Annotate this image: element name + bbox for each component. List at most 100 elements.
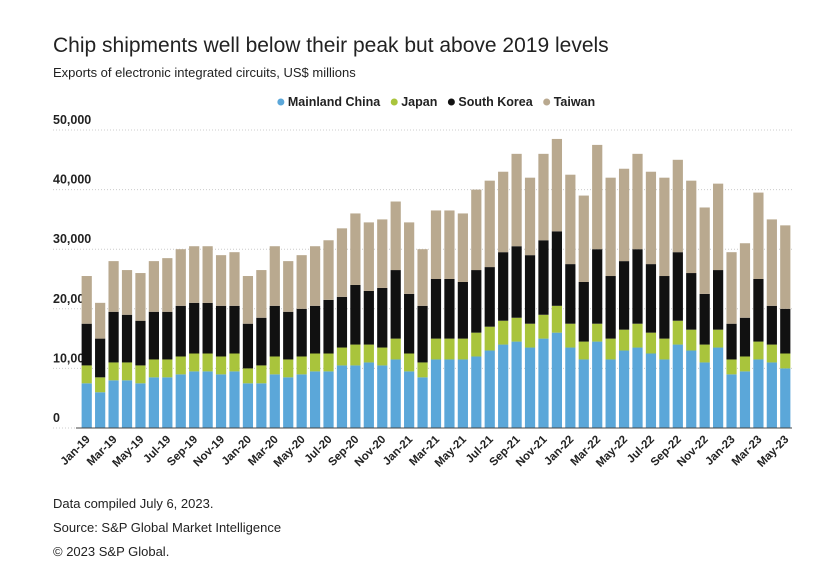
bar-segment [713,270,724,330]
bar-segment [538,240,549,315]
bar-segment [659,276,670,339]
bar-segment [457,338,468,360]
bar-segment [713,329,724,348]
bar-segment [148,377,159,428]
bar-segment [135,273,146,321]
bar-segment [256,365,267,384]
bar-segment [766,305,777,345]
legend: Mainland China Japan South Korea Taiwan [277,95,595,109]
bar-segment [377,347,388,366]
bar-segment [135,320,146,366]
bar-segment [659,177,670,277]
bar-segment [484,180,495,268]
bar-segment [618,329,630,351]
bar-segment [565,347,576,428]
bar-segment [121,380,133,428]
bar-segment [229,371,240,428]
bar-segment [175,356,186,375]
bar-segment [377,365,388,428]
bar-segment [215,374,227,428]
bar-segment [283,311,294,360]
bar-segment [672,159,683,253]
bar-segment [350,213,361,285]
bar-segment [404,222,415,294]
bar-segment [753,341,764,360]
bar-segment [417,249,428,306]
bar-segment [444,359,455,428]
bar-segment [350,344,361,366]
bar-segment [175,249,186,306]
bar-segment [81,323,92,366]
bar-segment [269,374,280,428]
bar-segment [148,261,159,312]
bar-segment [175,305,186,357]
bar-segment [457,281,468,339]
bar-segment [645,171,657,265]
x-tick-label: Nov-21 [514,433,550,469]
bar-segment [390,270,401,339]
bar-segment [713,183,724,271]
bar-segment [377,287,388,348]
bar-segment [605,359,616,428]
bar-segment [283,261,294,312]
bar-segment [632,347,643,428]
bar-segment [202,302,213,354]
bar-segment [430,279,442,339]
bar-segment [108,362,119,381]
bar-segment [363,222,374,291]
bar-segment [162,359,173,378]
y-tick-label: 40,000 [53,173,91,187]
bar-segment [592,323,603,342]
bar-segment [498,171,509,253]
bar-segment [471,332,482,357]
bar-segment [229,252,240,306]
bar-segment [444,338,455,360]
bar-segment [121,362,133,381]
bar-segment [336,365,348,428]
legend-label: South Korea [458,95,533,109]
bar-segment [309,305,321,354]
bar-segment [672,320,683,345]
bar-segment [713,347,724,428]
bar-segment [726,252,737,324]
bar-segment [377,219,388,288]
bar-segment [336,228,348,297]
bar-segment [780,308,791,354]
bar-segment [484,326,495,351]
legend-marker [543,98,551,106]
bar-segment [121,270,133,315]
bar-segment [363,362,374,428]
bar-segment [162,377,173,428]
bar-segment [309,353,321,372]
bar-segment [565,174,576,265]
bar-segment [430,338,442,360]
y-tick-label: 30,000 [53,232,91,246]
bar-segment [618,261,630,330]
bar-segment [699,362,710,428]
legend-label: Taiwan [554,95,595,109]
bar-segment [81,383,92,428]
bar-segment [672,344,683,428]
bar-segment [229,353,240,372]
bar-segment [551,138,563,232]
bar-segment [672,252,683,321]
bar-segment [404,371,415,428]
bar-segment [242,368,254,384]
bar-segment [309,246,321,306]
bar-segment [390,201,401,271]
bar-segment [135,383,146,428]
bar-segment [256,270,267,318]
bar-segment [524,347,536,428]
bar-segment [189,371,200,428]
bar-segment [699,344,710,363]
bar-segment [524,255,536,324]
bar-segment [457,359,468,428]
bar-segment [766,362,777,428]
bar-segment [618,350,630,428]
bar-segment [323,371,334,428]
bar-segment [108,311,119,363]
bar-segment [296,308,307,357]
bar-segment [336,347,348,366]
bar-segment [659,359,670,428]
bar-segment [780,225,791,309]
